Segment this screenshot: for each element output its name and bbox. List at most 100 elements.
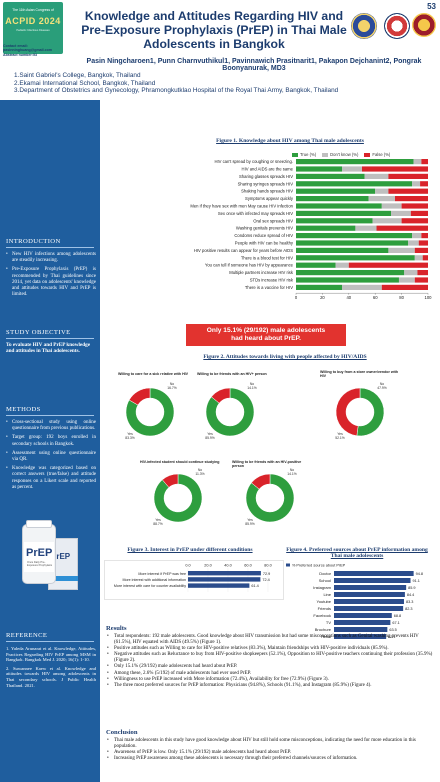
- fig1-category-label: Sex once with infected may spreads HIV: [218, 211, 293, 216]
- fig1-bar-segment: [391, 210, 411, 216]
- conference-logo: The 11th Asian Congress of ACPID 2024 Pe…: [3, 2, 63, 54]
- fig2-yes-label: Yes: [155, 518, 161, 522]
- fig1-bar-segment: [296, 188, 376, 194]
- legend-true-label: True (%): [300, 152, 317, 157]
- fig4-category-label: Facebook: [313, 613, 331, 618]
- fig2-yes-annotation: Yes 52.1%: [330, 432, 350, 440]
- intro-bullet: Pre-Exposure Prophylaxis (PrEP) is recom…: [6, 267, 96, 298]
- fig3-category-label: More interest with care for counter avai…: [114, 584, 186, 588]
- reference-item: 1. Yaleda Arunarat et al. Knowledge, Att…: [6, 646, 96, 663]
- fig2-donut-label: Willing to care for a sick relative with…: [118, 372, 189, 376]
- fig1-category-label: Washing genitals prevents HIV: [236, 226, 293, 231]
- fig1-bar-segment: [296, 181, 413, 187]
- fig1-bar-segment: [413, 159, 422, 165]
- prep-bottle-name: PrEP: [26, 547, 53, 559]
- fig2-yes-value: 88.7%: [153, 522, 163, 526]
- results-bullet: Positive attitudes such as Willing to ca…: [106, 646, 434, 652]
- fig2-no-annotation: No 14.1%: [242, 382, 262, 390]
- fig1-category-label: HIV can't spread by coughing or sneezing…: [214, 159, 293, 164]
- fig1-bar-segment: [364, 173, 389, 179]
- fig2-yes-annotation: Yes 83.3%: [120, 432, 140, 440]
- callout-line-1: Only 15.1% (29/192) male adolescents: [206, 327, 326, 334]
- fig2-yes-value: 83.3%: [125, 436, 135, 440]
- legend-dontknow: Don't know (%): [322, 152, 358, 157]
- contact-label: Contact email:: [3, 44, 28, 48]
- fig2-yes-value: 52.1%: [335, 436, 345, 440]
- fig4-category-label: Instagram: [313, 585, 331, 590]
- conclusion-bullet: Increasing PrEP awareness among these ad…: [106, 756, 434, 762]
- page-number: 53: [427, 2, 436, 11]
- fig1-bar-segment: [335, 262, 349, 268]
- fig2-donut: [125, 387, 175, 437]
- fig1-category-label: Shaking hands spreads HIV: [241, 189, 293, 194]
- intro-divider: [6, 247, 94, 248]
- fig1-bar-segment: [398, 277, 415, 283]
- fig2-donut: [153, 473, 203, 523]
- fig2-donut-label: Willing to be friends with an HIV+ perso…: [197, 372, 267, 376]
- fig2-no-value: 47.9%: [377, 386, 387, 390]
- conclusion-list: Thai male adolescents in this study have…: [106, 738, 434, 762]
- fig1-bar-segment: [414, 255, 423, 261]
- fig4-bar: [334, 627, 388, 632]
- fig1-bar-segment: [362, 166, 428, 172]
- fig1-category-label: HIV positive results can appear for year…: [194, 248, 293, 253]
- fig2-no-annotation: No 11.3%: [190, 468, 210, 476]
- left-sidebar: INTRODUCTION New HIV infections among ad…: [0, 100, 100, 782]
- fig1-bar-segment: [296, 173, 365, 179]
- fig2-donut-label: HIV-infected student should continue stu…: [140, 460, 220, 464]
- fig2-no-label: No: [289, 468, 295, 472]
- fig3-category-label: More interest if PrEP was free: [138, 572, 186, 576]
- legend-dontknow-label: Don't know (%): [330, 152, 359, 157]
- hospital-seal-logo: [412, 13, 436, 37]
- fig2-donut-slice: [245, 473, 295, 523]
- methods-bullet: Cross-sectional study using online quest…: [6, 420, 96, 432]
- methods-bullet: Knowledge was categorized based on corre…: [6, 466, 96, 491]
- legend-true: True (%): [292, 152, 316, 157]
- fig1-bar-segment: [420, 181, 428, 187]
- results-heading: Results: [106, 625, 127, 632]
- fig1-x-tick-label: 0: [295, 295, 298, 300]
- fig1-category-label: Oral sex spreads HIV: [253, 218, 293, 223]
- fig1-bar-segment: [417, 270, 428, 276]
- intro-bullet: New HIV infections among adolescents are…: [6, 252, 96, 264]
- fig1-bar-segment: [388, 188, 428, 194]
- fig2-donut-slice: [153, 473, 203, 523]
- fig1-category-label: You can tell if someone has HIV by appea…: [205, 263, 294, 268]
- fig1-bar-segment: [401, 218, 428, 224]
- methods-bullets: Cross-sectional study using online quest…: [6, 420, 96, 494]
- fig2-no-annotation: No 47.9%: [372, 382, 392, 390]
- fig3-value-label: 61.4: [251, 584, 258, 588]
- fig1-bar-segment: [418, 240, 428, 246]
- fig4-legend-swatch: [286, 563, 290, 567]
- fig1-bar-segment: [342, 166, 362, 172]
- fig4-category-label: Line: [323, 592, 331, 597]
- fig1-bar-segment: [376, 225, 428, 231]
- results-bullet: The three most preferred sources for PrE…: [106, 683, 434, 689]
- fig2-donut-slice: [128, 387, 151, 406]
- fig4-bar: [334, 592, 405, 597]
- fig2-yes-annotation: Yes 85.9%: [240, 518, 260, 526]
- affiliation-1: 1.Saint Gabriel's College, Bangkok, Thai…: [14, 72, 141, 79]
- results-bullet: Willingness to use PrEP increased with M…: [106, 677, 434, 683]
- figure-1-legend: True (%) Don't know (%) False (%): [292, 152, 390, 157]
- figure-2-title: Figure 2. Attitudes towards living with …: [203, 354, 367, 360]
- fig1-bar-segment: [388, 247, 415, 253]
- fig1-bar-segment: [296, 196, 369, 202]
- results-bullet: Only 15.1% (29/192) male adolescents had…: [106, 664, 434, 670]
- prep-box-label: PrEP: [51, 552, 71, 561]
- fig2-yes-value: 85.9%: [205, 436, 215, 440]
- fig1-bar-segment: [348, 262, 428, 268]
- fig2-donut-slice: [205, 387, 255, 437]
- fig1-bar-segment: [408, 240, 419, 246]
- fig1-bar-segment: [372, 218, 402, 224]
- contact-block: Contact email: pasinninghuang@gmail.com …: [3, 44, 67, 57]
- fig3-x-tick-label: 80.0: [264, 564, 271, 568]
- fig1-bar-segment: [412, 233, 422, 239]
- reference-divider: [6, 641, 94, 642]
- results-bullet: Among these, 2.6% (5/192) of male adoles…: [106, 671, 434, 677]
- fig2-yes-annotation: Yes 88.7%: [148, 518, 168, 526]
- fig1-bar-segment: [388, 173, 428, 179]
- fig2-no-label: No: [169, 382, 175, 386]
- fig3-x-tick-label: 40.0: [224, 564, 231, 568]
- fig4-category-label: School: [319, 578, 331, 583]
